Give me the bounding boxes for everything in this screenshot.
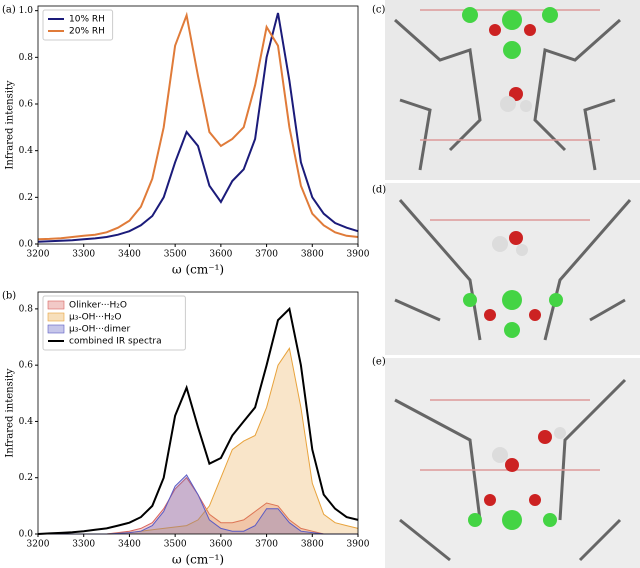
series-line [37, 11, 359, 241]
molecular-panels [385, 0, 640, 568]
y-tick-label: 0.6 [19, 100, 34, 110]
legend-box [42, 9, 114, 41]
panel-label: (e) [372, 357, 386, 368]
atoms [462, 7, 566, 530]
series-area [38, 348, 358, 534]
x-tick-label: 3800 [301, 250, 324, 260]
panel-label: (d) [372, 185, 386, 196]
x-tick-label: 3400 [118, 540, 141, 550]
x-tick-label: 3500 [164, 250, 187, 260]
x-tick-label: 3400 [118, 250, 141, 260]
panel-label: (b) [2, 291, 16, 302]
x-tick-label: 3900 [347, 540, 370, 550]
x-tick-label: 3600 [209, 250, 232, 260]
y-tick-label: 0.0 [19, 240, 34, 250]
y-axis-label: Infrared intensity [5, 80, 16, 169]
y-tick-label: 0.6 [19, 361, 34, 371]
plot-frame [37, 291, 359, 535]
x-tick-label: 3300 [72, 250, 95, 260]
y-tick-label: 0.8 [19, 304, 34, 314]
series-area [38, 477, 358, 534]
legend-label: μ₃-OH···H₂O [69, 313, 121, 323]
x-tick-label: 3900 [347, 250, 370, 260]
legend-label: 10% RH [69, 15, 105, 25]
y-axis-label: Infrared intensity [5, 368, 16, 457]
legend-label: μ₃-OH···dimer [69, 325, 131, 335]
y-tick-label: 0.2 [19, 473, 33, 483]
framework-faint [420, 9, 600, 471]
y-tick-label: 0.0 [19, 530, 34, 540]
y-tick-label: 0.4 [19, 146, 34, 156]
y-tick-label: 0.2 [19, 193, 33, 203]
y-tick-label: 0.8 [19, 53, 34, 63]
panel-label: (c) [372, 5, 386, 16]
framework-sticks [394, 18, 632, 562]
series-line [37, 12, 359, 243]
legend-swatch [47, 324, 65, 334]
legend: 10% RH 20% RH [42, 9, 114, 41]
series-area [38, 474, 358, 534]
legend: Olinker···H₂O μ₃-OH···H₂O μ₃-OH···dimer com… [42, 295, 186, 351]
panel-label: (a) [2, 5, 16, 16]
legend-label: combined IR spectra [69, 337, 162, 347]
x-axis-label: ω (cm⁻¹) [172, 263, 224, 277]
x-tick-label: 3600 [209, 540, 232, 550]
x-tick-label: 3500 [164, 540, 187, 550]
legend-swatch [47, 300, 65, 310]
x-axis-label: ω (cm⁻¹) [172, 553, 224, 567]
y-tick-label: 0.4 [19, 417, 34, 427]
x-tick-label: 3700 [255, 250, 278, 260]
y-tick-label: 1.0 [19, 6, 34, 16]
series-line [37, 306, 359, 535]
x-tick-label: 3700 [255, 540, 278, 550]
legend-label: Olinker···H₂O [69, 301, 127, 311]
x-tick-label: 3200 [27, 540, 50, 550]
plot-frame [37, 5, 359, 245]
x-tick-label: 3800 [301, 540, 324, 550]
legend-swatch [47, 312, 65, 322]
x-tick-label: 3200 [27, 250, 50, 260]
legend-box [42, 295, 186, 351]
legend-label: 20% RH [69, 27, 105, 37]
x-tick-label: 3300 [72, 540, 95, 550]
